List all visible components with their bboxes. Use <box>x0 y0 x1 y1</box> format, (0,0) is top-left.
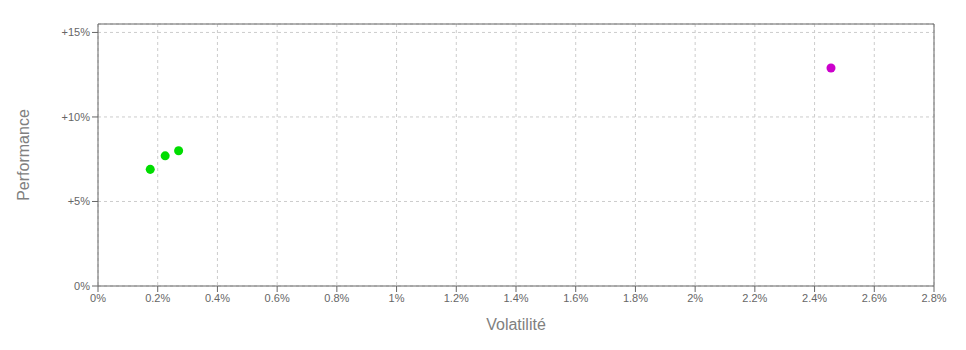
svg-text:+10%: +10% <box>62 111 91 123</box>
svg-text:+15%: +15% <box>62 26 91 38</box>
svg-text:0.8%: 0.8% <box>324 292 349 304</box>
svg-text:Volatilité: Volatilité <box>486 316 546 333</box>
svg-text:Performance: Performance <box>15 109 32 201</box>
svg-text:1.2%: 1.2% <box>444 292 469 304</box>
svg-text:1.8%: 1.8% <box>623 292 648 304</box>
svg-text:2.4%: 2.4% <box>802 292 827 304</box>
svg-text:0.4%: 0.4% <box>205 292 230 304</box>
svg-text:1%: 1% <box>389 292 405 304</box>
svg-text:2.6%: 2.6% <box>862 292 887 304</box>
svg-text:0%: 0% <box>74 280 90 292</box>
svg-text:0.6%: 0.6% <box>265 292 290 304</box>
svg-text:1.4%: 1.4% <box>503 292 528 304</box>
svg-text:0%: 0% <box>90 292 106 304</box>
svg-text:+5%: +5% <box>68 195 91 207</box>
svg-text:0.2%: 0.2% <box>145 292 170 304</box>
svg-text:1.6%: 1.6% <box>563 292 588 304</box>
svg-text:2.2%: 2.2% <box>742 292 767 304</box>
svg-text:2%: 2% <box>687 292 703 304</box>
svg-text:2.8%: 2.8% <box>921 292 946 304</box>
